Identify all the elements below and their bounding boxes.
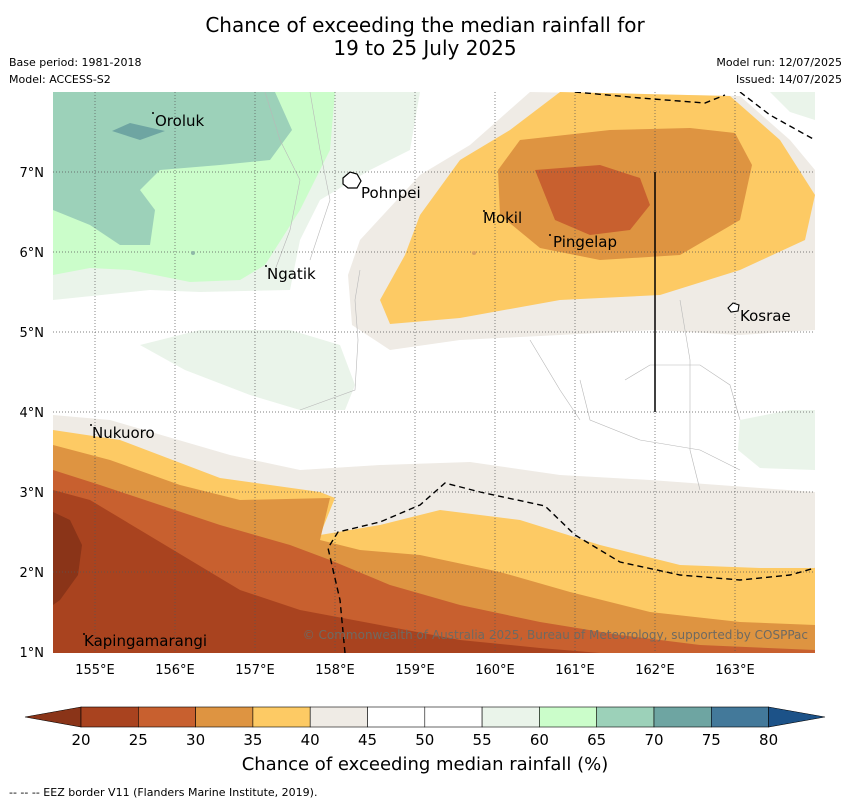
lat-tick: 2°N xyxy=(20,566,45,581)
colorbar-segment xyxy=(424,706,483,728)
colorbar-segment xyxy=(367,706,426,728)
contour-lines xyxy=(264,92,741,491)
copyright-notice: © Commonwealth of Australia 2025, Bureau… xyxy=(302,628,808,642)
model-run-info: Model run: 12/07/2025 Issued: 14/07/2025 xyxy=(716,54,842,88)
colorbar-tick: 45 xyxy=(358,731,377,749)
colorbar-tick: 30 xyxy=(186,731,205,749)
contour-65 xyxy=(53,92,292,245)
colorbar-tick: 75 xyxy=(702,731,721,749)
lat-tick: 6°N xyxy=(20,246,45,261)
pohnpei-island-icon xyxy=(342,171,362,189)
lon-tick: 163°E xyxy=(715,663,755,678)
eez-note: -- -- -- EEZ border V11 (Flanders Marine… xyxy=(9,786,318,799)
colorbar-tick: 65 xyxy=(587,731,606,749)
shoal-marker-2 xyxy=(472,251,476,255)
lon-tick: 157°E xyxy=(235,663,275,678)
colorbar-tick: 60 xyxy=(530,731,549,749)
lat-tick: 1°N xyxy=(20,646,45,661)
colorbar-segment xyxy=(252,706,311,728)
colorbar-tick: 50 xyxy=(415,731,434,749)
colorbar-tick: 55 xyxy=(473,731,492,749)
place-label-ngatik: Ngatik xyxy=(267,265,316,283)
kosrae-island-icon xyxy=(727,302,740,313)
place-markers xyxy=(83,112,551,635)
colorbar: 20 25 30 35 40 45 50 55 60 65 70 75 80 xyxy=(24,706,826,749)
place-label-oroluk: Oroluk xyxy=(155,112,204,130)
lon-tick: 155°E xyxy=(75,663,115,678)
lon-tick: 158°E xyxy=(315,663,355,678)
colorbar-tick: 20 xyxy=(71,731,90,749)
shoal-marker xyxy=(191,251,195,255)
colorbar-segment xyxy=(710,706,769,728)
contour-55-topright xyxy=(770,92,815,120)
colorbar-segment xyxy=(653,706,712,728)
colorbar-segment xyxy=(596,706,655,728)
title-line-2: 19 to 25 July 2025 xyxy=(333,36,517,60)
lat-tick: 4°N xyxy=(20,406,45,421)
colorbar-segment xyxy=(309,706,368,728)
contour-55-island xyxy=(140,330,355,410)
lat-tick: 7°N xyxy=(20,166,45,181)
place-label-nukuoro: Nukuoro xyxy=(92,424,155,442)
model-run: Model run: 12/07/2025 xyxy=(716,56,842,69)
map-plot-area xyxy=(53,92,815,653)
lat-tick: 5°N xyxy=(20,326,45,341)
contour-25-south xyxy=(53,490,600,653)
lon-tick: 161°E xyxy=(555,663,595,678)
contour-70 xyxy=(112,123,165,140)
colorbar-tick: 40 xyxy=(301,731,320,749)
place-label-kosrae: Kosrae xyxy=(740,307,791,325)
colorbar-tick: 35 xyxy=(243,731,262,749)
colorbar-segment xyxy=(80,706,139,728)
colorbar-under-arrow xyxy=(24,706,82,728)
lon-tick: 160°E xyxy=(475,663,515,678)
issued-date: Issued: 14/07/2025 xyxy=(735,73,842,86)
lon-tick: 162°E xyxy=(635,663,675,678)
map-title: Chance of exceeding the median rainfall … xyxy=(0,14,850,60)
place-label-mokil: Mokil xyxy=(483,209,522,227)
base-period: Base period: 1981-2018 xyxy=(9,56,142,69)
colorbar-tick: 25 xyxy=(129,731,148,749)
place-label-pohnpei: Pohnpei xyxy=(361,184,421,202)
eez-border xyxy=(327,92,815,653)
contour-55-right xyxy=(738,410,815,470)
colorbar-over-arrow xyxy=(768,706,826,728)
contour-30 xyxy=(535,165,650,235)
lat-tick: 3°N xyxy=(20,486,45,501)
lon-tick: 159°E xyxy=(395,663,435,678)
colorbar-segment xyxy=(195,706,254,728)
place-label-pingelap: Pingelap xyxy=(553,233,617,251)
longitude-ticks: 155°E 156°E 157°E 158°E 159°E 160°E 161°… xyxy=(75,663,755,678)
colorbar-label: Chance of exceeding median rainfall (%) xyxy=(241,754,609,775)
contour-20-south xyxy=(53,512,82,605)
colorbar-segment xyxy=(138,706,196,728)
title-line-1: Chance of exceeding the median rainfall … xyxy=(205,13,645,37)
model-name: Model: ACCESS-S2 xyxy=(9,73,111,86)
colorbar-tick: 70 xyxy=(644,731,663,749)
base-period-info: Base period: 1981-2018 Model: ACCESS-S2 xyxy=(9,54,141,88)
colorbar-tick: 80 xyxy=(759,731,778,749)
lon-tick: 156°E xyxy=(155,663,195,678)
colorbar-segment xyxy=(539,706,598,728)
place-label-kapingamarangi: Kapingamarangi xyxy=(84,632,207,650)
colorbar-segment xyxy=(481,706,540,728)
latitude-ticks: 7°N 6°N 5°N 4°N 3°N 2°N 1°N xyxy=(20,166,45,661)
